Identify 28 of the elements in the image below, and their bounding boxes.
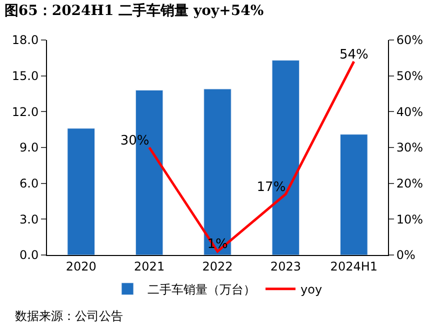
x-tick-label: 2021 [134, 259, 165, 274]
source-note: 数据来源：公司公告 [15, 309, 123, 323]
y-tick-label: 9.0 [20, 140, 39, 155]
x-tick-label: 2020 [66, 259, 96, 274]
bar [340, 134, 368, 255]
y-tick-label: 6.0 [20, 176, 39, 191]
y2-tick-label: 40% [396, 104, 424, 119]
legend-label: 二手车销量（万台） [148, 282, 256, 297]
y2-tick-label: 50% [396, 69, 424, 84]
legend-label: yoy [300, 282, 322, 297]
y2-tick-label: 10% [396, 212, 424, 226]
y-tick-label: 18.0 [12, 33, 39, 48]
bar [67, 128, 95, 255]
y2-tick-label: 60% [396, 33, 424, 48]
y2-tick-label: 20% [396, 176, 424, 191]
y2-tick-label: 0% [396, 248, 416, 262]
y-tick-label: 0.0 [20, 248, 39, 262]
x-tick-label: 2024H1 [330, 259, 378, 274]
x-tick-label: 2023 [270, 259, 301, 274]
chart-title: 图65：2024H1 二手车销量 yoy+54% [4, 2, 264, 19]
line-series [148, 60, 356, 253]
y-tick-label: 15.0 [12, 69, 39, 84]
bar [204, 88, 232, 255]
y-tick-label: 12.0 [12, 104, 39, 119]
y-tick-label: 3.0 [20, 212, 39, 226]
x-tick-label: 2022 [202, 259, 233, 274]
data-label: 54% [339, 47, 368, 62]
y2-tick-label: 30% [396, 140, 424, 155]
